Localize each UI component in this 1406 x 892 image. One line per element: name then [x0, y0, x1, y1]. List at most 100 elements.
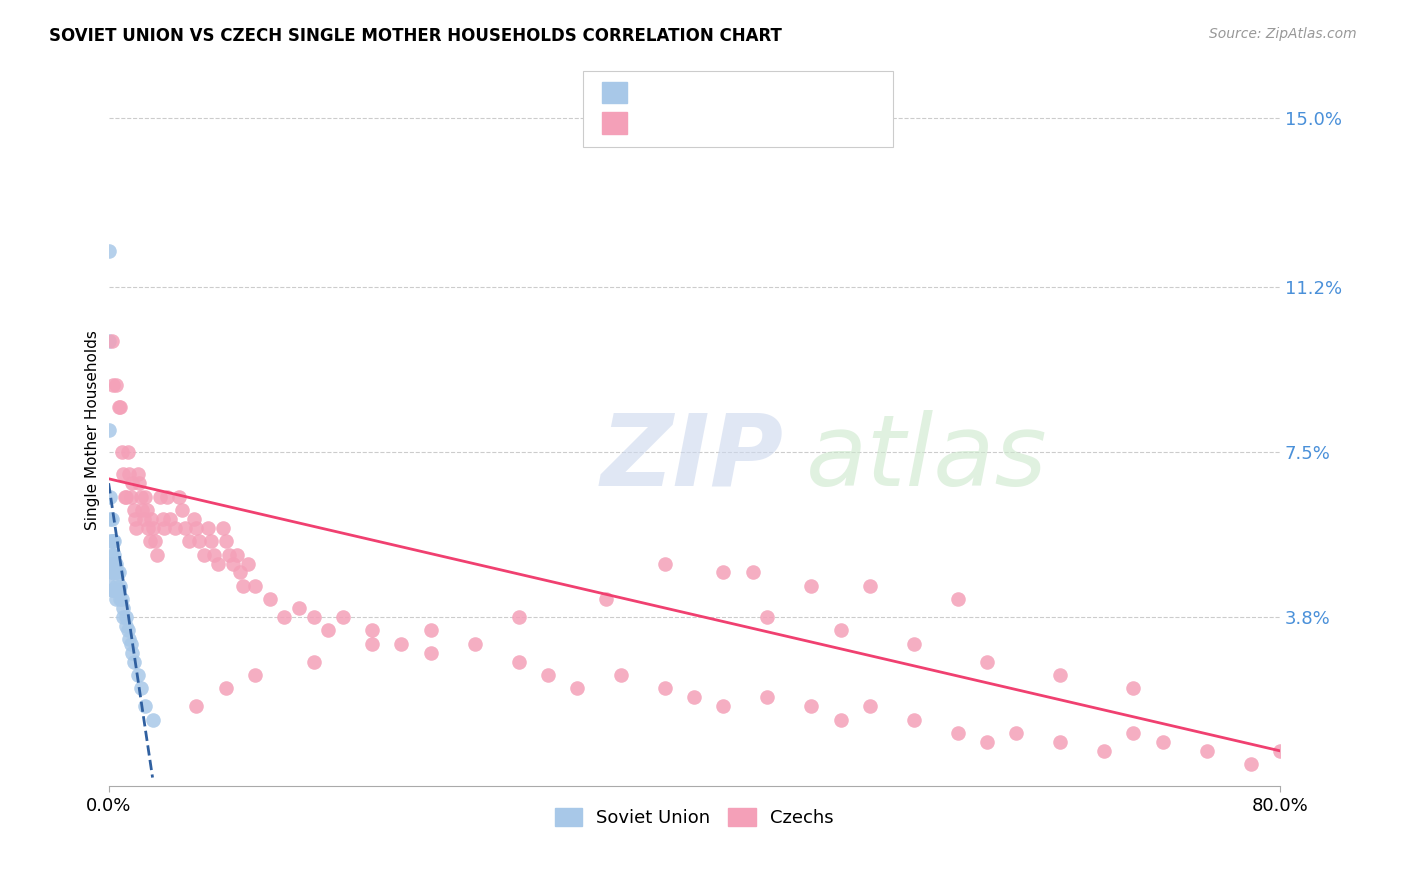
- Point: [193, 548, 215, 562]
- Point: [111, 592, 134, 607]
- Point: [127, 668, 149, 682]
- Point: [134, 699, 156, 714]
- Point: [173, 521, 195, 535]
- Point: [186, 521, 208, 535]
- Point: [103, 548, 125, 562]
- Point: [1049, 735, 1071, 749]
- Point: [110, 401, 132, 415]
- Text: -0.295: -0.295: [661, 84, 720, 102]
- Point: [104, 566, 127, 580]
- Point: [149, 490, 172, 504]
- Point: [361, 624, 384, 638]
- Point: [101, 534, 124, 549]
- Point: [114, 490, 136, 504]
- Point: [302, 610, 325, 624]
- Point: [132, 512, 155, 526]
- Point: [800, 579, 823, 593]
- Point: [97, 423, 120, 437]
- Point: [713, 566, 735, 580]
- Legend: Soviet Union, Czechs: Soviet Union, Czechs: [547, 801, 841, 835]
- Point: [159, 512, 181, 526]
- Point: [115, 610, 138, 624]
- Text: R =: R =: [636, 114, 672, 132]
- Text: atlas: atlas: [806, 409, 1047, 507]
- Point: [859, 579, 882, 593]
- Point: [112, 601, 135, 615]
- Point: [107, 566, 129, 580]
- Point: [98, 566, 121, 580]
- Point: [713, 699, 735, 714]
- Point: [316, 624, 339, 638]
- Point: [830, 624, 852, 638]
- Point: [1122, 681, 1144, 696]
- Point: [756, 610, 779, 624]
- Point: [98, 557, 121, 571]
- Point: [183, 512, 205, 526]
- Point: [288, 601, 311, 615]
- Point: [1268, 744, 1291, 758]
- Point: [1122, 726, 1144, 740]
- Point: [207, 557, 229, 571]
- Point: [903, 713, 925, 727]
- Point: [163, 521, 186, 535]
- Point: [1152, 735, 1174, 749]
- Point: [243, 579, 266, 593]
- Point: [197, 521, 219, 535]
- Point: [101, 583, 124, 598]
- Point: [117, 445, 139, 459]
- Point: [903, 637, 925, 651]
- Point: [236, 557, 259, 571]
- Point: [98, 579, 121, 593]
- Point: [122, 503, 145, 517]
- Point: [101, 566, 124, 580]
- Point: [976, 655, 998, 669]
- Point: [142, 521, 165, 535]
- Point: [508, 655, 530, 669]
- Point: [1049, 668, 1071, 682]
- Point: [118, 467, 141, 482]
- Point: [683, 690, 706, 705]
- Point: [131, 503, 153, 517]
- Point: [595, 592, 617, 607]
- Point: [135, 503, 157, 517]
- Point: [1239, 757, 1261, 772]
- Point: [97, 244, 120, 259]
- Point: [188, 534, 211, 549]
- Point: [103, 566, 125, 580]
- Point: [142, 713, 165, 727]
- Point: [391, 637, 413, 651]
- Point: [211, 521, 233, 535]
- Point: [110, 592, 132, 607]
- Point: [108, 401, 131, 415]
- Point: [110, 579, 132, 593]
- Point: [120, 637, 142, 651]
- Point: [202, 548, 225, 562]
- Text: Source: ZipAtlas.com: Source: ZipAtlas.com: [1209, 27, 1357, 41]
- Point: [565, 681, 588, 696]
- Point: [229, 566, 252, 580]
- Point: [100, 566, 122, 580]
- Point: [125, 521, 148, 535]
- Text: N =: N =: [731, 114, 768, 132]
- Point: [115, 490, 138, 504]
- Point: [104, 557, 127, 571]
- Text: N =: N =: [731, 84, 768, 102]
- Point: [232, 579, 254, 593]
- Point: [108, 583, 131, 598]
- Point: [243, 668, 266, 682]
- Text: -0.446: -0.446: [661, 114, 720, 132]
- Point: [103, 534, 125, 549]
- Point: [134, 490, 156, 504]
- Point: [129, 681, 152, 696]
- Point: [167, 490, 190, 504]
- Point: [419, 646, 441, 660]
- Point: [98, 490, 121, 504]
- Point: [104, 378, 127, 392]
- Point: [259, 592, 281, 607]
- Point: [122, 655, 145, 669]
- Point: [800, 699, 823, 714]
- Point: [1092, 744, 1115, 758]
- Point: [115, 619, 138, 633]
- Y-axis label: Single Mother Households: Single Mother Households: [86, 330, 100, 530]
- Point: [153, 521, 176, 535]
